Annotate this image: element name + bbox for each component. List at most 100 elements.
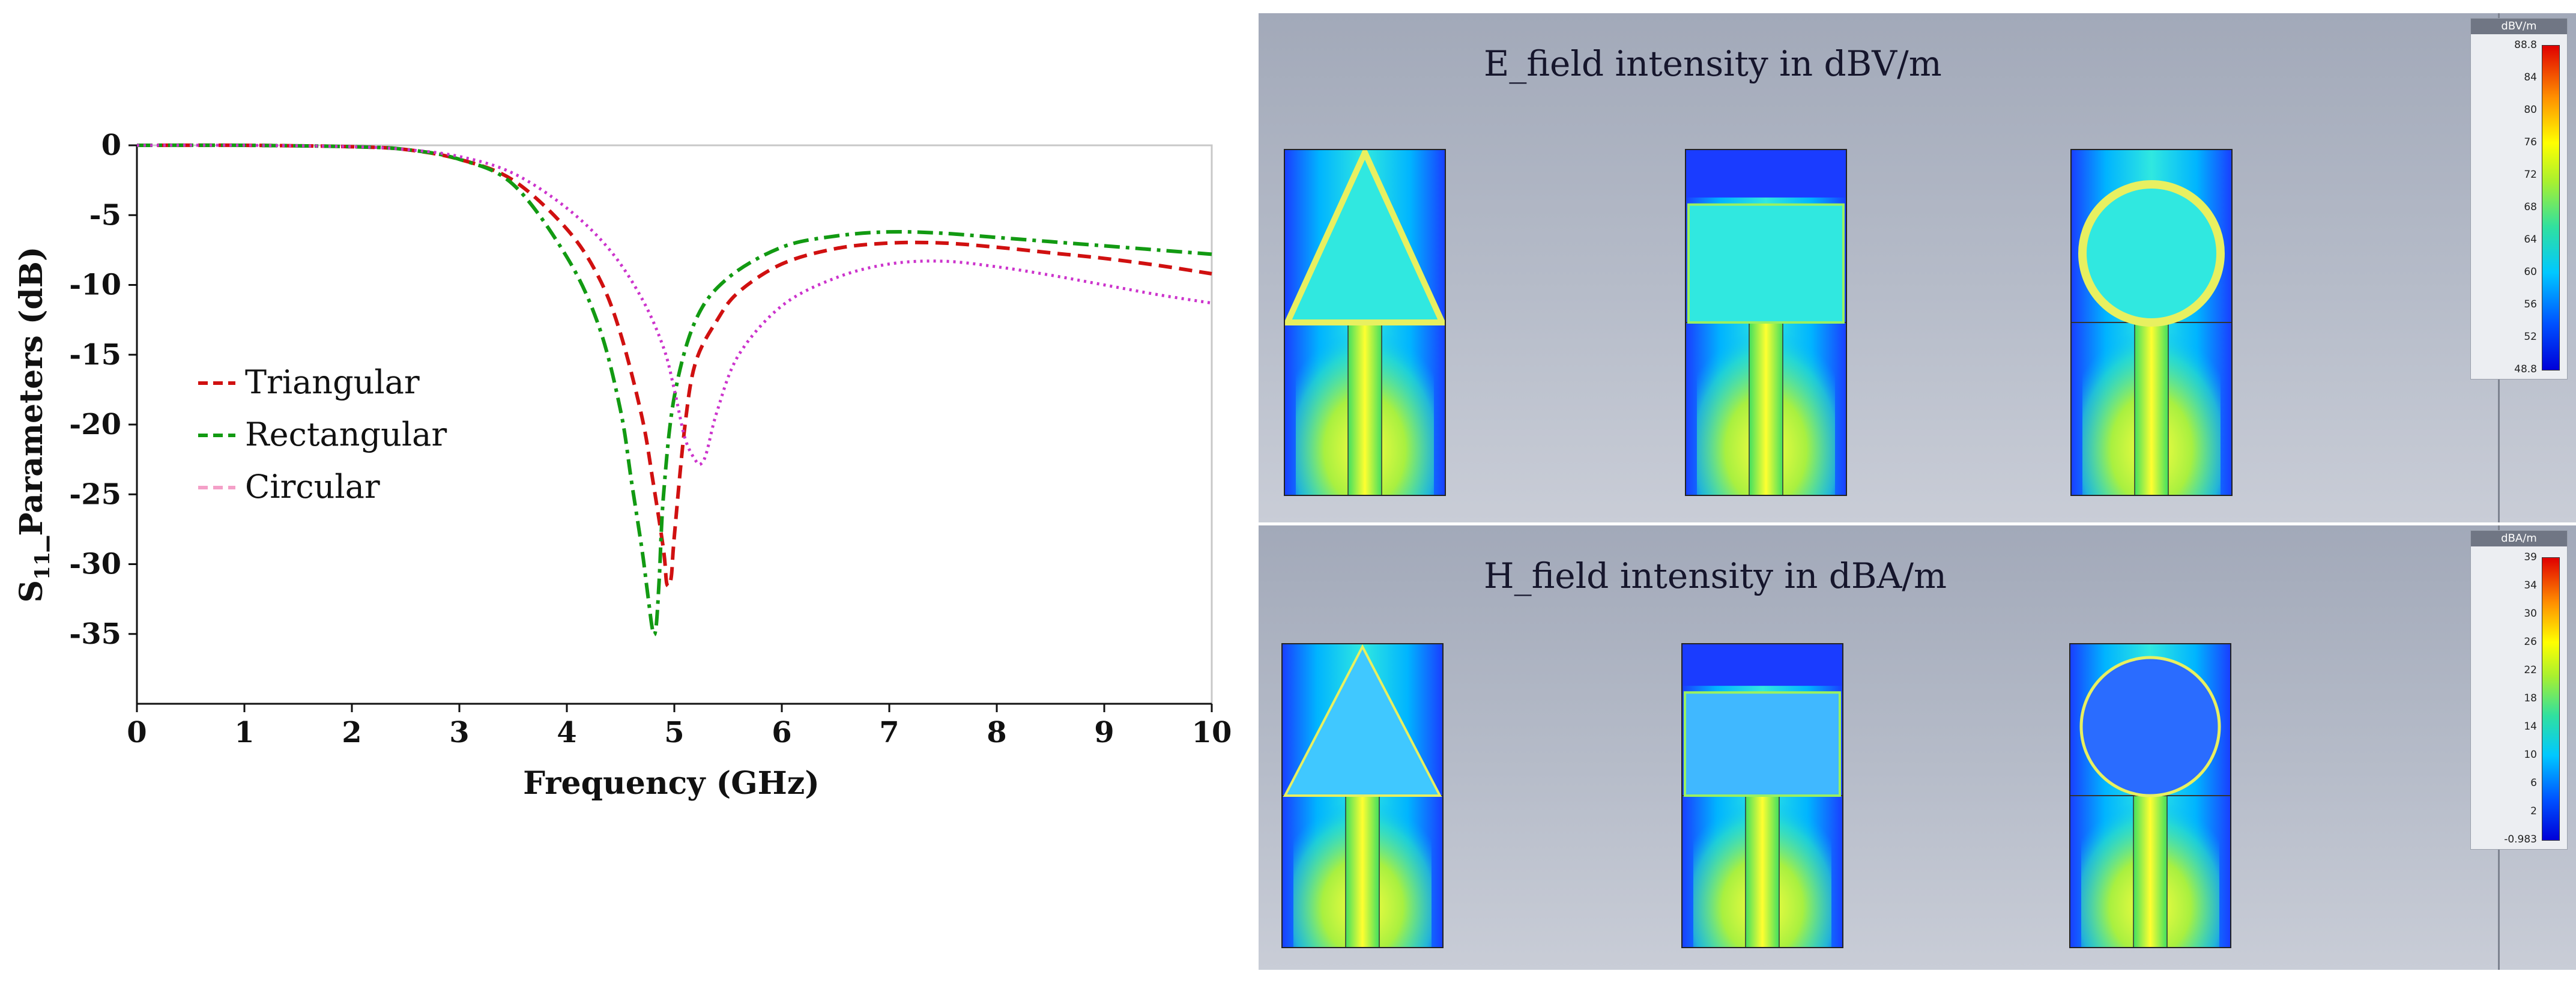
y-tick-label: -10	[69, 268, 121, 302]
antenna-outline	[2070, 149, 2233, 496]
triangular-patch-shape	[1283, 644, 1442, 797]
field-plot	[1281, 643, 1444, 948]
legend-label-circular: Circular	[245, 468, 380, 506]
colorbar-tick-label: 39	[2524, 551, 2537, 563]
series-layer	[136, 143, 1212, 637]
x-tick-label: 9	[1094, 716, 1114, 749]
h-field-unit: dBA/m	[2471, 531, 2567, 546]
h-field-circular-antenna	[2069, 643, 2231, 948]
colorbar-tick-label: 6	[2530, 777, 2537, 789]
legend-label-triangular: Triangular	[245, 363, 420, 401]
antenna-outline	[1284, 149, 1446, 496]
x-axis-label: Frequency (GHz)	[523, 765, 820, 802]
e-field-rectangular-antenna	[1685, 149, 1847, 496]
x-tick-label: 6	[772, 716, 791, 749]
y-tick-label: -30	[69, 548, 121, 581]
x-tick-label: 0	[127, 716, 147, 749]
colorbar-tick-label: 52	[2524, 331, 2537, 343]
s11-chart: 0 1 2 3 4 5 6 7 8 9 10 0 -5 -10 -15 -20 -25 -30 -35 Frequ…	[13, 129, 1232, 802]
h-field-rectangular-antenna	[1681, 643, 1843, 948]
y-tick-label: -35	[69, 617, 121, 651]
e-field-circular-antenna	[2070, 149, 2233, 496]
h-field-colorbar-ticks: 39 34 30 26 22 18 14 10 6 2 -0.983	[2483, 551, 2537, 845]
x-tick-label: 4	[557, 716, 576, 749]
e-field-colorbar-gradient	[2542, 45, 2560, 371]
colorbar-tick-label: 30	[2524, 608, 2537, 620]
circular-patch-shape	[2078, 180, 2225, 327]
legend-label-rectangular: Rectangular	[245, 416, 447, 453]
x-tick-label: 5	[664, 716, 684, 749]
e-field-panel: E_field intensity in dBV/m	[1259, 13, 2576, 522]
colorbar-tick-label: 76	[2524, 136, 2537, 148]
chart-legend: Triangular Rectangular Circular	[198, 363, 447, 506]
colorbar-tick-label: 88.8	[2514, 39, 2537, 51]
circular-patch-shape	[2079, 656, 2221, 797]
colorbar-tick-label: 56	[2524, 298, 2537, 310]
colorbar-tick-label: 68	[2524, 201, 2537, 213]
x-tick-label: 8	[987, 716, 1006, 749]
field-plot	[1284, 149, 1446, 496]
y-tick-label: 0	[101, 129, 121, 162]
h-field-colorbar-gradient	[2542, 557, 2560, 841]
y-axis-label-main: S	[13, 580, 50, 603]
series-line-rectangular	[136, 143, 1212, 637]
top-blue-band	[1685, 149, 1847, 198]
field-plot	[1685, 149, 1847, 496]
e-field-triangular-antenna	[1284, 149, 1446, 496]
y-axis: 0 -5 -10 -15 -20 -25 -30 -35	[69, 129, 138, 704]
e-field-title: E_field intensity in dBV/m	[1484, 43, 1942, 84]
y-axis-label: S11_Parameters (dB)	[13, 247, 55, 603]
field-plot	[2070, 149, 2233, 496]
feed-line	[1347, 322, 1382, 496]
feed-line	[1749, 322, 1783, 496]
x-tick-label: 10	[1192, 716, 1232, 749]
series-line-circular	[136, 144, 1212, 466]
rectangular-patch-shape	[1687, 203, 1845, 324]
feed-line	[2133, 795, 2168, 948]
y-axis-label-rest: _Parameters (dB)	[13, 247, 50, 552]
colorbar-tick-label: 60	[2524, 266, 2537, 278]
series-line-triangular	[136, 143, 1212, 588]
e-field-colorbar: dBV/m 88.8 84 80 76 72 68 64 60 56 52 48.8	[2470, 18, 2568, 380]
x-tick-label: 3	[449, 716, 469, 749]
y-tick-label: -5	[89, 198, 121, 232]
colorbar-tick-label: -0.983	[2504, 833, 2537, 845]
e-field-colorbar-ticks: 88.8 84 80 76 72 68 64 60 56 52 48.8	[2483, 39, 2537, 375]
antenna-outline	[1685, 149, 1847, 496]
x-axis: 0 1 2 3 4 5 6 7 8 9 10	[127, 703, 1232, 749]
colorbar-tick-label: 72	[2524, 169, 2537, 181]
antenna-outline	[2069, 643, 2231, 948]
colorbar-tick-label: 22	[2524, 664, 2537, 676]
antenna-outline	[1281, 643, 1444, 948]
top-blue-band	[1681, 643, 1843, 686]
x-tick-label: 2	[342, 716, 361, 749]
field-plot	[2069, 643, 2231, 948]
h-field-panel: H_field intensity in dBA/m	[1259, 525, 2576, 970]
antenna-outline	[1681, 643, 1843, 948]
h-field-title: H_field intensity in dBA/m	[1484, 555, 1947, 596]
h-field-triangular-antenna	[1281, 643, 1444, 948]
y-tick-label: -25	[69, 477, 121, 511]
feed-line	[1345, 795, 1380, 948]
colorbar-tick-label: 34	[2524, 579, 2537, 591]
colorbar-tick-label: 14	[2524, 721, 2537, 733]
colorbar-tick-label: 2	[2530, 805, 2537, 817]
colorbar-tick-label: 26	[2524, 636, 2537, 648]
colorbar-tick-label: 48.8	[2514, 363, 2537, 375]
y-axis-label-sub: 11	[31, 552, 55, 580]
feed-line	[1745, 795, 1780, 948]
colorbar-tick-label: 18	[2524, 692, 2537, 704]
colorbar-tick-label: 80	[2524, 104, 2537, 116]
triangular-patch-shape	[1284, 149, 1446, 325]
x-tick-label: 1	[234, 716, 254, 749]
y-tick-label: -20	[69, 408, 121, 441]
colorbar-tick-label: 10	[2524, 749, 2537, 761]
x-tick-label: 7	[879, 716, 899, 749]
colorbar-tick-label: 84	[2524, 71, 2537, 83]
feed-line	[2134, 322, 2169, 496]
y-tick-label: -15	[69, 338, 121, 372]
field-plot	[1681, 643, 1843, 948]
h-field-colorbar: dBA/m 39 34 30 26 22 18 14 10 6 2 -0.983	[2470, 530, 2568, 850]
rectangular-patch-shape	[1684, 691, 1841, 797]
e-field-unit: dBV/m	[2471, 19, 2567, 34]
